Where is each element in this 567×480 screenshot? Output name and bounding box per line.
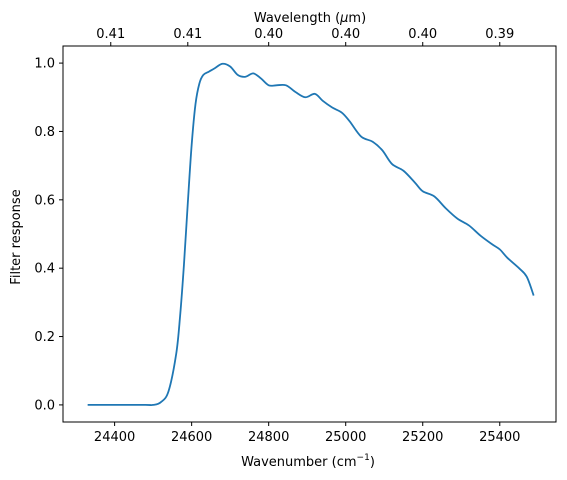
top-axis-ticks: 0.41 0.41 0.40 0.40 0.40 0.39 xyxy=(96,27,514,46)
x-tick-label: 25200 xyxy=(402,430,443,445)
filter-response-line xyxy=(87,62,535,407)
top-tick-label: 0.41 xyxy=(173,27,202,42)
top-tick-label: 0.39 xyxy=(485,27,514,42)
y-tick-label: 0.4 xyxy=(34,262,55,277)
x-tick-label: 25400 xyxy=(479,430,520,445)
x-tick-label: 24600 xyxy=(171,430,212,445)
y-tick-label: 0.2 xyxy=(34,330,55,345)
x-axis-ticks: 24400 24600 24800 25000 25200 25400 xyxy=(94,422,520,445)
x-tick-label: 24400 xyxy=(94,430,135,445)
y-tick-label: 0.8 xyxy=(34,125,55,140)
x-tick-label: 24800 xyxy=(248,430,289,445)
top-axis-label: Wavelength (μm) xyxy=(254,11,366,26)
top-tick-label: 0.40 xyxy=(254,27,283,42)
y-tick-label: 0.0 xyxy=(34,398,55,413)
x-axis-label: Wavenumber (cm−1) xyxy=(241,453,375,470)
x-tick-label: 25000 xyxy=(325,430,366,445)
series-layer xyxy=(87,62,535,407)
y-tick-label: 0.6 xyxy=(34,193,55,208)
y-axis-ticks: 0.0 0.2 0.4 0.6 0.8 1.0 xyxy=(34,57,63,413)
plot-area xyxy=(62,45,557,423)
y-tick-label: 1.0 xyxy=(34,57,55,72)
top-tick-label: 0.40 xyxy=(408,27,437,42)
plot-frame xyxy=(62,45,557,423)
y-axis-label: Filter response xyxy=(9,189,24,284)
top-tick-label: 0.41 xyxy=(96,27,125,42)
top-tick-label: 0.40 xyxy=(331,27,360,42)
